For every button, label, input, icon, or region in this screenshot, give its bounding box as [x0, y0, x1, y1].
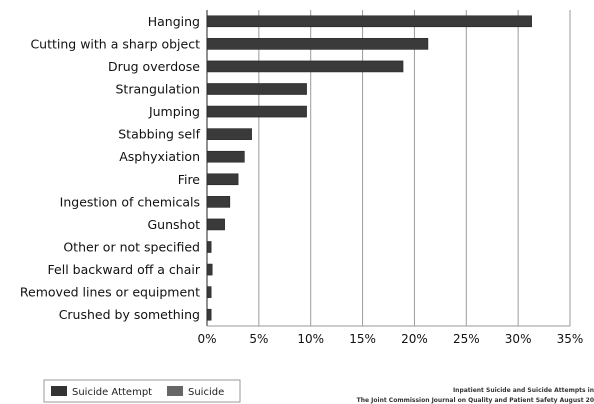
category-label: Drug overdose — [108, 59, 200, 74]
bar — [206, 60, 404, 73]
category-label: Jumping — [148, 104, 200, 119]
category-label: Stabbing self — [118, 127, 200, 142]
x-tick-label: 5% — [249, 332, 268, 346]
bar — [206, 241, 212, 253]
category-label: Gunshot — [147, 217, 200, 232]
bar — [206, 83, 307, 95]
legend: Suicide Attempt Suicide — [43, 379, 241, 403]
gridlines — [206, 10, 571, 327]
bar — [206, 173, 239, 186]
category-label: Fell backward off a chair — [48, 262, 201, 277]
bar — [206, 263, 213, 276]
bar — [206, 150, 245, 163]
bar — [206, 286, 212, 298]
bar — [206, 218, 225, 231]
legend-frame — [43, 379, 241, 403]
category-label: Strangulation — [116, 82, 201, 97]
bar — [206, 38, 429, 50]
category-label: Asphyxiation — [119, 149, 200, 164]
legend-label-suicide: Suicide — [188, 387, 224, 398]
x-tick-label: 0% — [197, 332, 216, 346]
legend-swatch-suicide — [167, 386, 183, 396]
x-tick-label: 15% — [349, 332, 376, 346]
bars — [206, 15, 532, 321]
category-label: Fire — [178, 172, 201, 187]
legend-swatch-suicide-attempt — [51, 386, 67, 396]
bar — [206, 308, 212, 321]
x-tick-labels: 0% 5% 10% 15% 20% 25% 30% 35% — [197, 332, 583, 346]
x-tick-label: 35% — [557, 332, 584, 346]
category-label: Hanging — [148, 14, 200, 29]
bar — [206, 15, 532, 28]
source-line-1: Inpatient Suicide and Suicide Attempts i… — [453, 387, 594, 394]
category-label: Cutting with a sharp object — [30, 36, 200, 51]
bar — [206, 105, 307, 118]
x-tick-label: 25% — [453, 332, 480, 346]
bar — [206, 128, 252, 140]
bar — [206, 196, 231, 208]
source-line-2: The Joint Commission Journal on Quality … — [357, 397, 594, 404]
legend-label-suicide-attempt: Suicide Attempt — [72, 387, 152, 398]
category-label: Other or not specified — [63, 240, 200, 255]
category-label: Ingestion of chemicals — [60, 194, 200, 209]
x-tick-label: 10% — [297, 332, 324, 346]
category-label: Crushed by something — [59, 307, 200, 322]
category-label: Removed lines or equipment — [20, 285, 200, 300]
x-tick-label: 30% — [505, 332, 532, 346]
x-tick-label: 20% — [401, 332, 428, 346]
category-labels: Hanging Cutting with a sharp object Drug o… — [20, 14, 201, 322]
